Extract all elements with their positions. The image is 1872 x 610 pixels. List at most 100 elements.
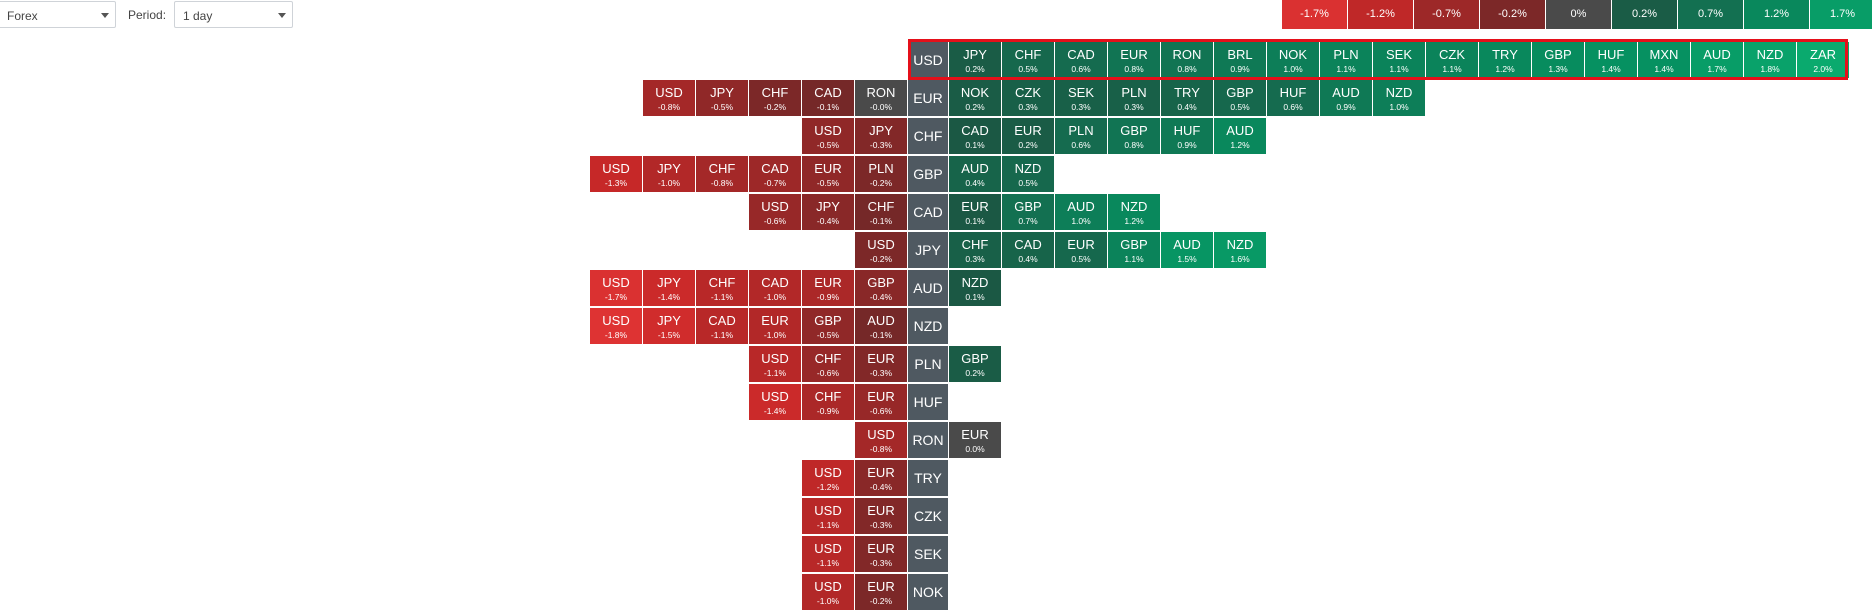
pair-cell[interactable]: USD -1.4% — [749, 384, 801, 420]
pair-cell[interactable]: TRY 1.2% — [1479, 42, 1531, 78]
pair-cell[interactable]: JPY -1.0% — [643, 156, 695, 192]
pair-cell[interactable]: EUR 0.8% — [1108, 42, 1160, 78]
pair-cell[interactable]: PLN 0.6% — [1055, 118, 1107, 154]
base-currency-nok[interactable]: NOK — [908, 574, 948, 610]
pair-cell[interactable]: EUR -0.3% — [855, 498, 907, 534]
pair-cell[interactable]: CAD 0.6% — [1055, 42, 1107, 78]
pair-cell[interactable]: USD -1.8% — [590, 308, 642, 344]
pair-cell[interactable]: GBP 1.3% — [1532, 42, 1584, 78]
base-currency-eur[interactable]: EUR — [908, 80, 948, 116]
pair-cell[interactable]: EUR 0.2% — [1002, 118, 1054, 154]
pair-cell[interactable]: EUR -0.2% — [855, 574, 907, 610]
pair-cell[interactable]: EUR -1.0% — [749, 308, 801, 344]
period-select[interactable]: 1 day — [174, 1, 293, 28]
base-currency-usd[interactable]: USD — [908, 42, 948, 78]
pair-cell[interactable]: USD -1.0% — [802, 574, 854, 610]
pair-cell[interactable]: CHF -0.6% — [802, 346, 854, 382]
pair-cell[interactable]: CHF 0.3% — [949, 232, 1001, 268]
pair-cell[interactable]: EUR -0.5% — [802, 156, 854, 192]
pair-cell[interactable]: EUR 0.0% — [949, 422, 1001, 458]
pair-cell[interactable]: PLN -0.2% — [855, 156, 907, 192]
pair-cell[interactable]: USD -0.8% — [855, 422, 907, 458]
base-currency-jpy[interactable]: JPY — [908, 232, 948, 268]
pair-cell[interactable]: EUR -0.9% — [802, 270, 854, 306]
base-currency-aud[interactable]: AUD — [908, 270, 948, 306]
pair-cell[interactable]: CHF -0.9% — [802, 384, 854, 420]
pair-cell[interactable]: GBP 1.1% — [1108, 232, 1160, 268]
pair-cell[interactable]: USD -1.3% — [590, 156, 642, 192]
pair-cell[interactable]: GBP 0.5% — [1214, 80, 1266, 116]
pair-cell[interactable]: USD -1.1% — [749, 346, 801, 382]
pair-cell[interactable]: AUD 1.2% — [1214, 118, 1266, 154]
pair-cell[interactable]: JPY 0.2% — [949, 42, 1001, 78]
pair-cell[interactable]: USD -1.1% — [802, 536, 854, 572]
base-currency-pln[interactable]: PLN — [908, 346, 948, 382]
pair-cell[interactable]: EUR -0.4% — [855, 460, 907, 496]
market-select[interactable]: Forex — [0, 1, 116, 28]
pair-cell[interactable]: HUF 0.9% — [1161, 118, 1213, 154]
pair-cell[interactable]: PLN 0.3% — [1108, 80, 1160, 116]
pair-cell[interactable]: NZD 1.8% — [1744, 42, 1796, 78]
pair-cell[interactable]: GBP -0.5% — [802, 308, 854, 344]
pair-cell[interactable]: NZD 1.6% — [1214, 232, 1266, 268]
pair-cell[interactable]: NZD 1.2% — [1108, 194, 1160, 230]
pair-cell[interactable]: USD -0.6% — [749, 194, 801, 230]
base-currency-try[interactable]: TRY — [908, 460, 948, 496]
pair-cell[interactable]: GBP 0.7% — [1002, 194, 1054, 230]
pair-cell[interactable]: USD -1.1% — [802, 498, 854, 534]
pair-cell[interactable]: CZK 1.1% — [1426, 42, 1478, 78]
pair-cell[interactable]: AUD -0.1% — [855, 308, 907, 344]
base-currency-czk[interactable]: CZK — [908, 498, 948, 534]
pair-cell[interactable]: JPY -0.4% — [802, 194, 854, 230]
pair-cell[interactable]: RON -0.0% — [855, 80, 907, 116]
pair-cell[interactable]: CAD 0.1% — [949, 118, 1001, 154]
pair-cell[interactable]: JPY -1.4% — [643, 270, 695, 306]
base-currency-chf[interactable]: CHF — [908, 118, 948, 154]
pair-cell[interactable]: CAD -0.7% — [749, 156, 801, 192]
pair-cell[interactable]: CHF -0.1% — [855, 194, 907, 230]
pair-cell[interactable]: SEK 1.1% — [1373, 42, 1425, 78]
base-currency-cad[interactable]: CAD — [908, 194, 948, 230]
base-currency-huf[interactable]: HUF — [908, 384, 948, 420]
pair-cell[interactable]: BRL 0.9% — [1214, 42, 1266, 78]
pair-cell[interactable]: CZK 0.3% — [1002, 80, 1054, 116]
pair-cell[interactable]: CAD -1.1% — [696, 308, 748, 344]
pair-cell[interactable]: AUD 0.9% — [1320, 80, 1372, 116]
pair-cell[interactable]: JPY -1.5% — [643, 308, 695, 344]
pair-cell[interactable]: JPY -0.5% — [696, 80, 748, 116]
pair-cell[interactable]: RON 0.8% — [1161, 42, 1213, 78]
pair-cell[interactable]: EUR -0.3% — [855, 346, 907, 382]
pair-cell[interactable]: CAD -1.0% — [749, 270, 801, 306]
pair-cell[interactable]: CHF -0.8% — [696, 156, 748, 192]
pair-cell[interactable]: USD -1.2% — [802, 460, 854, 496]
pair-cell[interactable]: HUF 1.4% — [1585, 42, 1637, 78]
pair-cell[interactable]: CAD -0.1% — [802, 80, 854, 116]
base-currency-nzd[interactable]: NZD — [908, 308, 948, 344]
base-currency-ron[interactable]: RON — [908, 422, 948, 458]
pair-cell[interactable]: USD -0.8% — [643, 80, 695, 116]
pair-cell[interactable]: EUR -0.6% — [855, 384, 907, 420]
pair-cell[interactable]: PLN 1.1% — [1320, 42, 1372, 78]
pair-cell[interactable]: USD -0.2% — [855, 232, 907, 268]
pair-cell[interactable]: CAD 0.4% — [1002, 232, 1054, 268]
pair-cell[interactable]: NOK 1.0% — [1267, 42, 1319, 78]
pair-cell[interactable]: JPY -0.3% — [855, 118, 907, 154]
pair-cell[interactable]: EUR 0.5% — [1055, 232, 1107, 268]
pair-cell[interactable]: EUR 0.1% — [949, 194, 1001, 230]
pair-cell[interactable]: AUD 0.4% — [949, 156, 1001, 192]
base-currency-gbp[interactable]: GBP — [908, 156, 948, 192]
pair-cell[interactable]: NZD 0.1% — [949, 270, 1001, 306]
pair-cell[interactable]: NOK 0.2% — [949, 80, 1001, 116]
pair-cell[interactable]: NZD 1.0% — [1373, 80, 1425, 116]
pair-cell[interactable]: GBP 0.8% — [1108, 118, 1160, 154]
pair-cell[interactable]: MXN 1.4% — [1638, 42, 1690, 78]
pair-cell[interactable]: AUD 1.7% — [1691, 42, 1743, 78]
pair-cell[interactable]: AUD 1.0% — [1055, 194, 1107, 230]
pair-cell[interactable]: NZD 0.5% — [1002, 156, 1054, 192]
pair-cell[interactable]: USD -0.5% — [802, 118, 854, 154]
pair-cell[interactable]: CHF 0.5% — [1002, 42, 1054, 78]
pair-cell[interactable]: USD -1.7% — [590, 270, 642, 306]
pair-cell[interactable]: EUR -0.3% — [855, 536, 907, 572]
pair-cell[interactable]: ZAR 2.0% — [1797, 42, 1849, 78]
pair-cell[interactable]: CHF -0.2% — [749, 80, 801, 116]
